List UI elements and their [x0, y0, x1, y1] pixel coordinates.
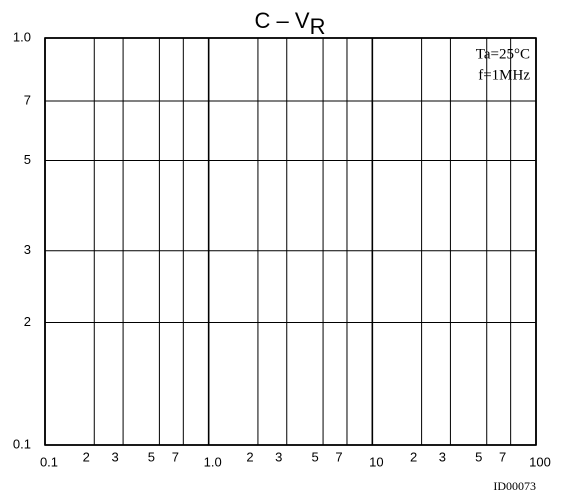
x-tick-label: 100	[529, 454, 551, 469]
x-tick-label: 5	[475, 449, 482, 464]
title-main: C – V	[255, 8, 310, 33]
x-tick-label: 7	[335, 449, 342, 464]
x-tick-label: 3	[275, 449, 282, 464]
chart-title: C – VR	[255, 8, 326, 39]
x-tick-label: 1.0	[204, 454, 222, 469]
plot-frame	[44, 37, 537, 446]
x-tick-label: 3	[439, 449, 446, 464]
x-tick-label: 7	[172, 449, 179, 464]
x-tick-label: 2	[83, 449, 90, 464]
y-tick-label: 5	[24, 152, 31, 167]
title-subscript: R	[310, 14, 326, 39]
x-tick-label: 2	[246, 449, 253, 464]
x-tick-label: 0.1	[40, 454, 58, 469]
x-tick-label: 3	[111, 449, 118, 464]
y-tick-label: 7	[24, 92, 31, 107]
annotation: Ta=25°C	[476, 46, 530, 62]
y-tick-label: 2	[24, 314, 31, 329]
x-tick-label: 5	[311, 449, 318, 464]
x-tick-label: 5	[148, 449, 155, 464]
x-tick-label: 10	[369, 454, 383, 469]
x-tick-label: 7	[499, 449, 506, 464]
y-tick-label: 1.0	[13, 29, 31, 44]
y-tick-label: 0.1	[13, 436, 31, 451]
figure-id: ID00073	[493, 479, 536, 493]
y-tick-label: 3	[24, 242, 31, 257]
annotation: f=1MHz	[478, 67, 530, 83]
x-tick-label: 2	[410, 449, 417, 464]
